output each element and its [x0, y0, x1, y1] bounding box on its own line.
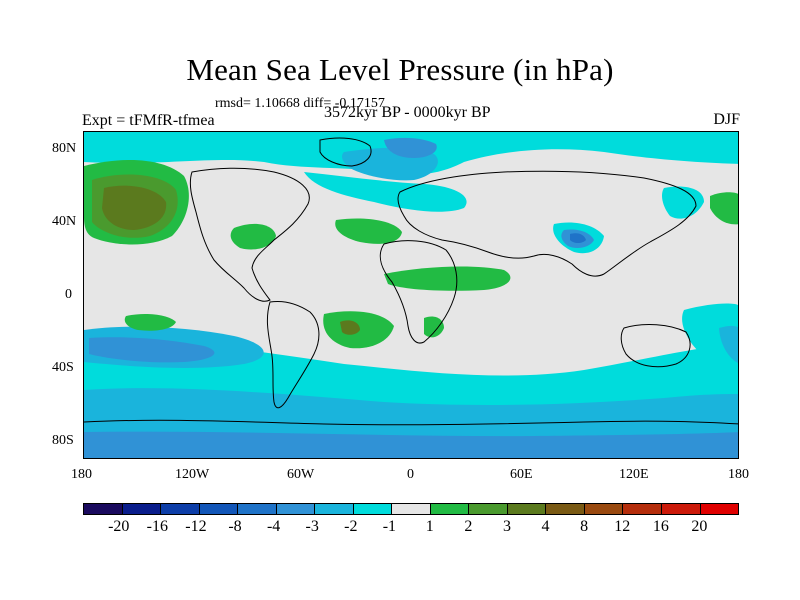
- north-atlantic-green: [335, 218, 402, 244]
- map-panel: [83, 131, 739, 459]
- lon-tick-0: 0: [407, 467, 414, 482]
- coastlines: [84, 137, 738, 426]
- colorbar-swatch: [700, 504, 739, 514]
- lat-tick-80s: 80S: [52, 433, 74, 448]
- colorbar-label: 1: [425, 518, 434, 535]
- north-atlantic-cyan: [304, 172, 467, 212]
- south-africa-green: [424, 316, 444, 338]
- experiment-label: Expt = tFMfR-tfmea: [82, 112, 215, 129]
- plot-title: Mean Sea Level Pressure (in hPa): [186, 52, 614, 87]
- colorbar-label: -8: [228, 518, 242, 535]
- tibet-deep: [570, 233, 586, 243]
- colorbar-swatch: [584, 504, 624, 514]
- colorbar-label: -4: [266, 518, 281, 535]
- southwest-pacific-blue: [719, 325, 738, 363]
- colorbar-swatch: [238, 504, 277, 514]
- east-pacific-green: [710, 192, 738, 225]
- colorbar-label: -3: [305, 518, 319, 535]
- stats-line: rmsd= 1.10668 diff= -0.17157: [215, 96, 385, 111]
- colorbar-label: 20: [691, 518, 708, 535]
- period-label: 3572kyr BP - 0000kyr BP: [324, 104, 491, 121]
- lon-tick-60e: 60E: [510, 467, 533, 482]
- lon-tick-120e: 120E: [619, 467, 649, 482]
- colorbar-label: 12: [614, 518, 631, 535]
- colorbar-swatch: [469, 504, 508, 514]
- south-atlantic-brown: [340, 320, 360, 335]
- colorbar-label: 3: [502, 518, 511, 535]
- lon-tick-180w: 180: [71, 467, 92, 482]
- colorbar-swatch: [623, 504, 662, 514]
- colorbar-swatch: [161, 504, 200, 514]
- colorbar-swatch: [430, 504, 470, 514]
- lon-tick-60w: 60W: [287, 467, 315, 482]
- colorbar-swatch: [84, 504, 123, 514]
- australia-outline: [620, 324, 691, 368]
- north-america-green: [230, 223, 276, 250]
- lat-tick-40s: 40S: [52, 360, 74, 375]
- lon-tick-180e: 180: [728, 467, 749, 482]
- colorbar-label: -20: [108, 518, 130, 535]
- colorbar-label: -12: [185, 518, 207, 535]
- colorbar-label: 4: [541, 518, 550, 535]
- colorbar-swatch: [546, 504, 585, 514]
- colorbar-label: -2: [344, 518, 358, 535]
- aleutian-high-brown: [102, 185, 167, 230]
- lat-tick-40n: 40N: [52, 214, 77, 229]
- season-label: DJF: [713, 111, 740, 128]
- africa-outline: [379, 240, 458, 344]
- colorbar-swatch: [199, 504, 239, 514]
- colorbar-swatch: [276, 504, 316, 514]
- colorbar-label: -16: [146, 518, 168, 535]
- colorbar-swatch: [507, 504, 547, 514]
- arctic-deep: [384, 137, 437, 158]
- sahara-green: [384, 266, 511, 291]
- pressure-map: [84, 132, 738, 458]
- lat-tick-80n: 80N: [52, 141, 77, 156]
- eurasia-outline: [397, 170, 697, 277]
- colorbar-swatch: [392, 504, 431, 514]
- colorbar-swatch: [315, 504, 354, 514]
- south-america-outline: [266, 301, 320, 409]
- lat-tick-0: 0: [65, 287, 72, 302]
- colorbar-label: -1: [382, 518, 397, 535]
- colorbar-label: 2: [464, 518, 473, 535]
- antarctic-blue: [84, 431, 738, 458]
- north-america-outline: [189, 167, 310, 302]
- antarctica-outline: [84, 419, 738, 426]
- colorbar-label: 16: [652, 518, 669, 535]
- greenland-outline: [319, 137, 372, 167]
- colorbar-label: 8: [580, 518, 589, 535]
- south-pacific-green: [124, 314, 176, 331]
- colorbar-swatch: [353, 504, 393, 514]
- colorbar-swatch: [122, 504, 162, 514]
- colorbar-swatch: [661, 504, 701, 514]
- colorbar: [83, 503, 739, 515]
- south-pacific-deep: [89, 337, 215, 363]
- southwest-pacific-cyan: [682, 303, 738, 372]
- lon-tick-120w: 120W: [175, 467, 210, 482]
